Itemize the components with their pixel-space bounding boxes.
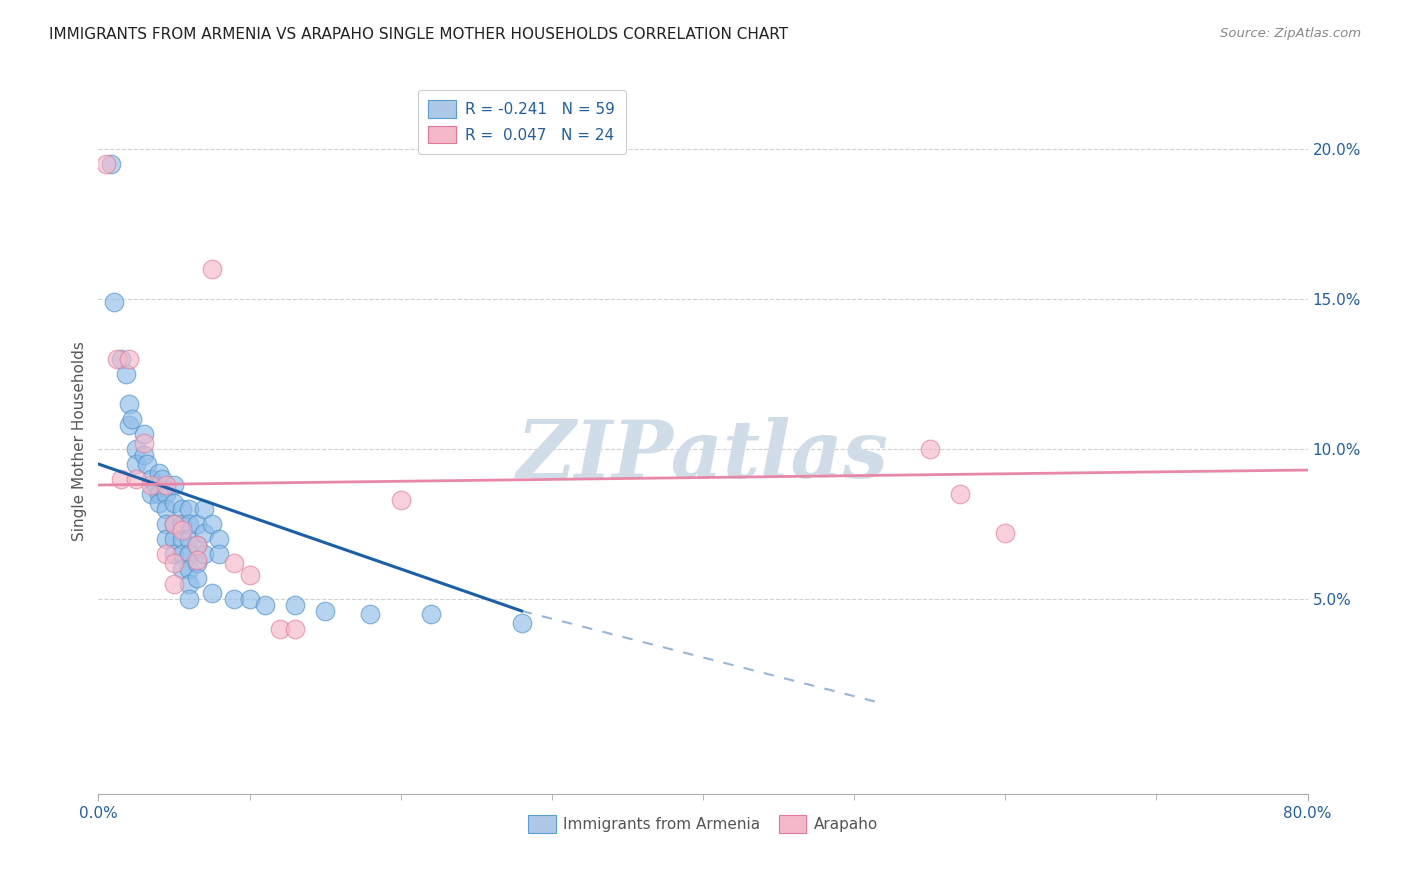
Point — [224, 556, 246, 570]
Text: IMMIGRANTS FROM ARMENIA VS ARAPAHO SINGLE MOTHER HOUSEHOLDS CORRELATION CHART: IMMIGRANTS FROM ARMENIA VS ARAPAHO SINGL… — [49, 27, 789, 42]
Point — [148, 466, 170, 480]
Point — [193, 547, 215, 561]
Point — [141, 472, 163, 486]
Point — [170, 562, 193, 576]
Point — [208, 547, 231, 561]
Point — [110, 352, 132, 367]
Point — [179, 591, 201, 606]
Point — [150, 472, 173, 486]
Point — [163, 516, 186, 531]
Point — [155, 478, 177, 492]
Point — [170, 523, 193, 537]
Point — [179, 532, 201, 546]
Point — [163, 532, 186, 546]
Point — [125, 442, 148, 456]
Point — [103, 295, 125, 310]
Point — [148, 496, 170, 510]
Point — [125, 472, 148, 486]
Point — [269, 622, 291, 636]
Point — [163, 556, 186, 570]
Point — [201, 516, 224, 531]
Point — [121, 412, 143, 426]
Point — [253, 598, 276, 612]
Point — [155, 487, 177, 501]
Point — [186, 538, 208, 552]
Point — [193, 526, 215, 541]
Point — [186, 538, 208, 552]
Point — [193, 502, 215, 516]
Point — [118, 418, 141, 433]
Point — [163, 516, 186, 531]
Point — [284, 622, 307, 636]
Point — [155, 547, 177, 561]
Point — [141, 478, 163, 492]
Point — [100, 157, 122, 171]
Point — [118, 397, 141, 411]
Point — [179, 547, 201, 561]
Point — [918, 442, 941, 456]
Point — [170, 547, 193, 561]
Point — [994, 526, 1017, 541]
Point — [163, 577, 186, 591]
Point — [110, 472, 132, 486]
Point — [186, 516, 208, 531]
Point — [170, 532, 193, 546]
Y-axis label: Single Mother Households: Single Mother Households — [72, 342, 87, 541]
Point — [239, 591, 262, 606]
Point — [314, 604, 336, 618]
Point — [510, 615, 533, 630]
Point — [201, 586, 224, 600]
Point — [141, 487, 163, 501]
Point — [125, 457, 148, 471]
Point — [145, 478, 167, 492]
Text: ZIPatlas: ZIPatlas — [517, 417, 889, 494]
Point — [179, 502, 201, 516]
Point — [224, 591, 246, 606]
Point — [170, 516, 193, 531]
Point — [170, 502, 193, 516]
Point — [155, 502, 177, 516]
Point — [132, 427, 155, 442]
Point — [284, 598, 307, 612]
Point — [389, 493, 412, 508]
Point — [949, 487, 972, 501]
Point — [163, 496, 186, 510]
Point — [114, 367, 136, 381]
Point — [132, 436, 155, 450]
Text: Source: ZipAtlas.com: Source: ZipAtlas.com — [1220, 27, 1361, 40]
Point — [208, 532, 231, 546]
Point — [201, 262, 224, 277]
Point — [179, 516, 201, 531]
Point — [360, 607, 382, 621]
Point — [239, 568, 262, 582]
Legend: Immigrants from Armenia, Arapaho: Immigrants from Armenia, Arapaho — [522, 809, 884, 839]
Point — [155, 532, 177, 546]
Point — [132, 448, 155, 462]
Point — [186, 571, 208, 585]
Point — [186, 553, 208, 567]
Point — [186, 556, 208, 570]
Point — [163, 478, 186, 492]
Point — [148, 487, 170, 501]
Point — [155, 516, 177, 531]
Point — [163, 547, 186, 561]
Point — [420, 607, 443, 621]
Point — [105, 352, 128, 367]
Point — [135, 457, 157, 471]
Point — [179, 577, 201, 591]
Point — [118, 352, 141, 367]
Point — [94, 157, 117, 171]
Point — [179, 562, 201, 576]
